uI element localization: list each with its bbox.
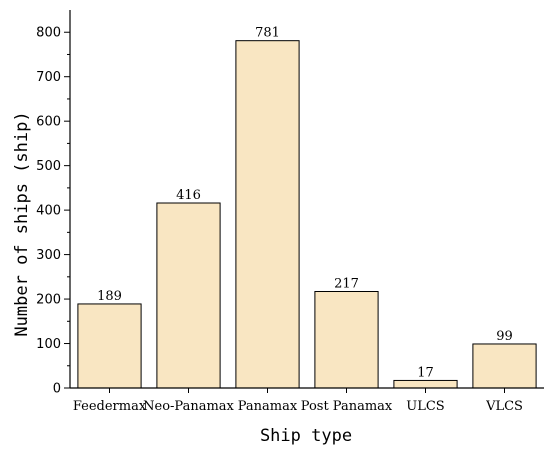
y-tick-label: 500 bbox=[36, 159, 61, 174]
data-label: 17 bbox=[417, 365, 434, 380]
y-tick-label: 100 bbox=[36, 337, 61, 352]
y-tick-label: 400 bbox=[36, 204, 61, 219]
x-tick-label: Post Panamax bbox=[301, 399, 393, 414]
bar-panamax bbox=[235, 40, 300, 389]
x-tick-label: Feedermax bbox=[73, 399, 147, 414]
x-tick-label: Neo-Panamax bbox=[143, 399, 234, 414]
x-axis-title: Ship type bbox=[260, 426, 352, 446]
bar-feedermax bbox=[77, 303, 142, 389]
y-ticks-group: 0 100 200 300 400 500 600 700 800 bbox=[36, 26, 70, 397]
x-tick-label: VLCS bbox=[485, 399, 523, 414]
y-tick-label: 200 bbox=[36, 293, 61, 308]
y-tick-label: 700 bbox=[36, 70, 61, 85]
data-labels-group: 189 416 781 217 17 99 bbox=[97, 26, 513, 381]
bar-ulcs bbox=[393, 379, 458, 389]
y-tick-label: 300 bbox=[36, 248, 61, 263]
bar-neo-panamax bbox=[156, 202, 221, 389]
bar-post-panamax bbox=[314, 290, 379, 389]
x-tick-label: ULCS bbox=[406, 399, 444, 414]
bar-vlcs bbox=[472, 343, 537, 389]
data-label: 781 bbox=[255, 26, 280, 41]
data-label: 189 bbox=[97, 289, 122, 304]
y-axis-title: Number of ships (ship) bbox=[12, 111, 32, 336]
y-tick-label: 0 bbox=[53, 382, 61, 397]
data-label: 217 bbox=[334, 276, 359, 291]
x-tick-label: Panamax bbox=[238, 399, 298, 414]
y-tick-label: 800 bbox=[36, 26, 61, 41]
data-label: 416 bbox=[176, 188, 201, 203]
bars-group bbox=[77, 40, 537, 389]
data-label: 99 bbox=[496, 329, 513, 344]
y-tick-label: 600 bbox=[36, 115, 61, 130]
